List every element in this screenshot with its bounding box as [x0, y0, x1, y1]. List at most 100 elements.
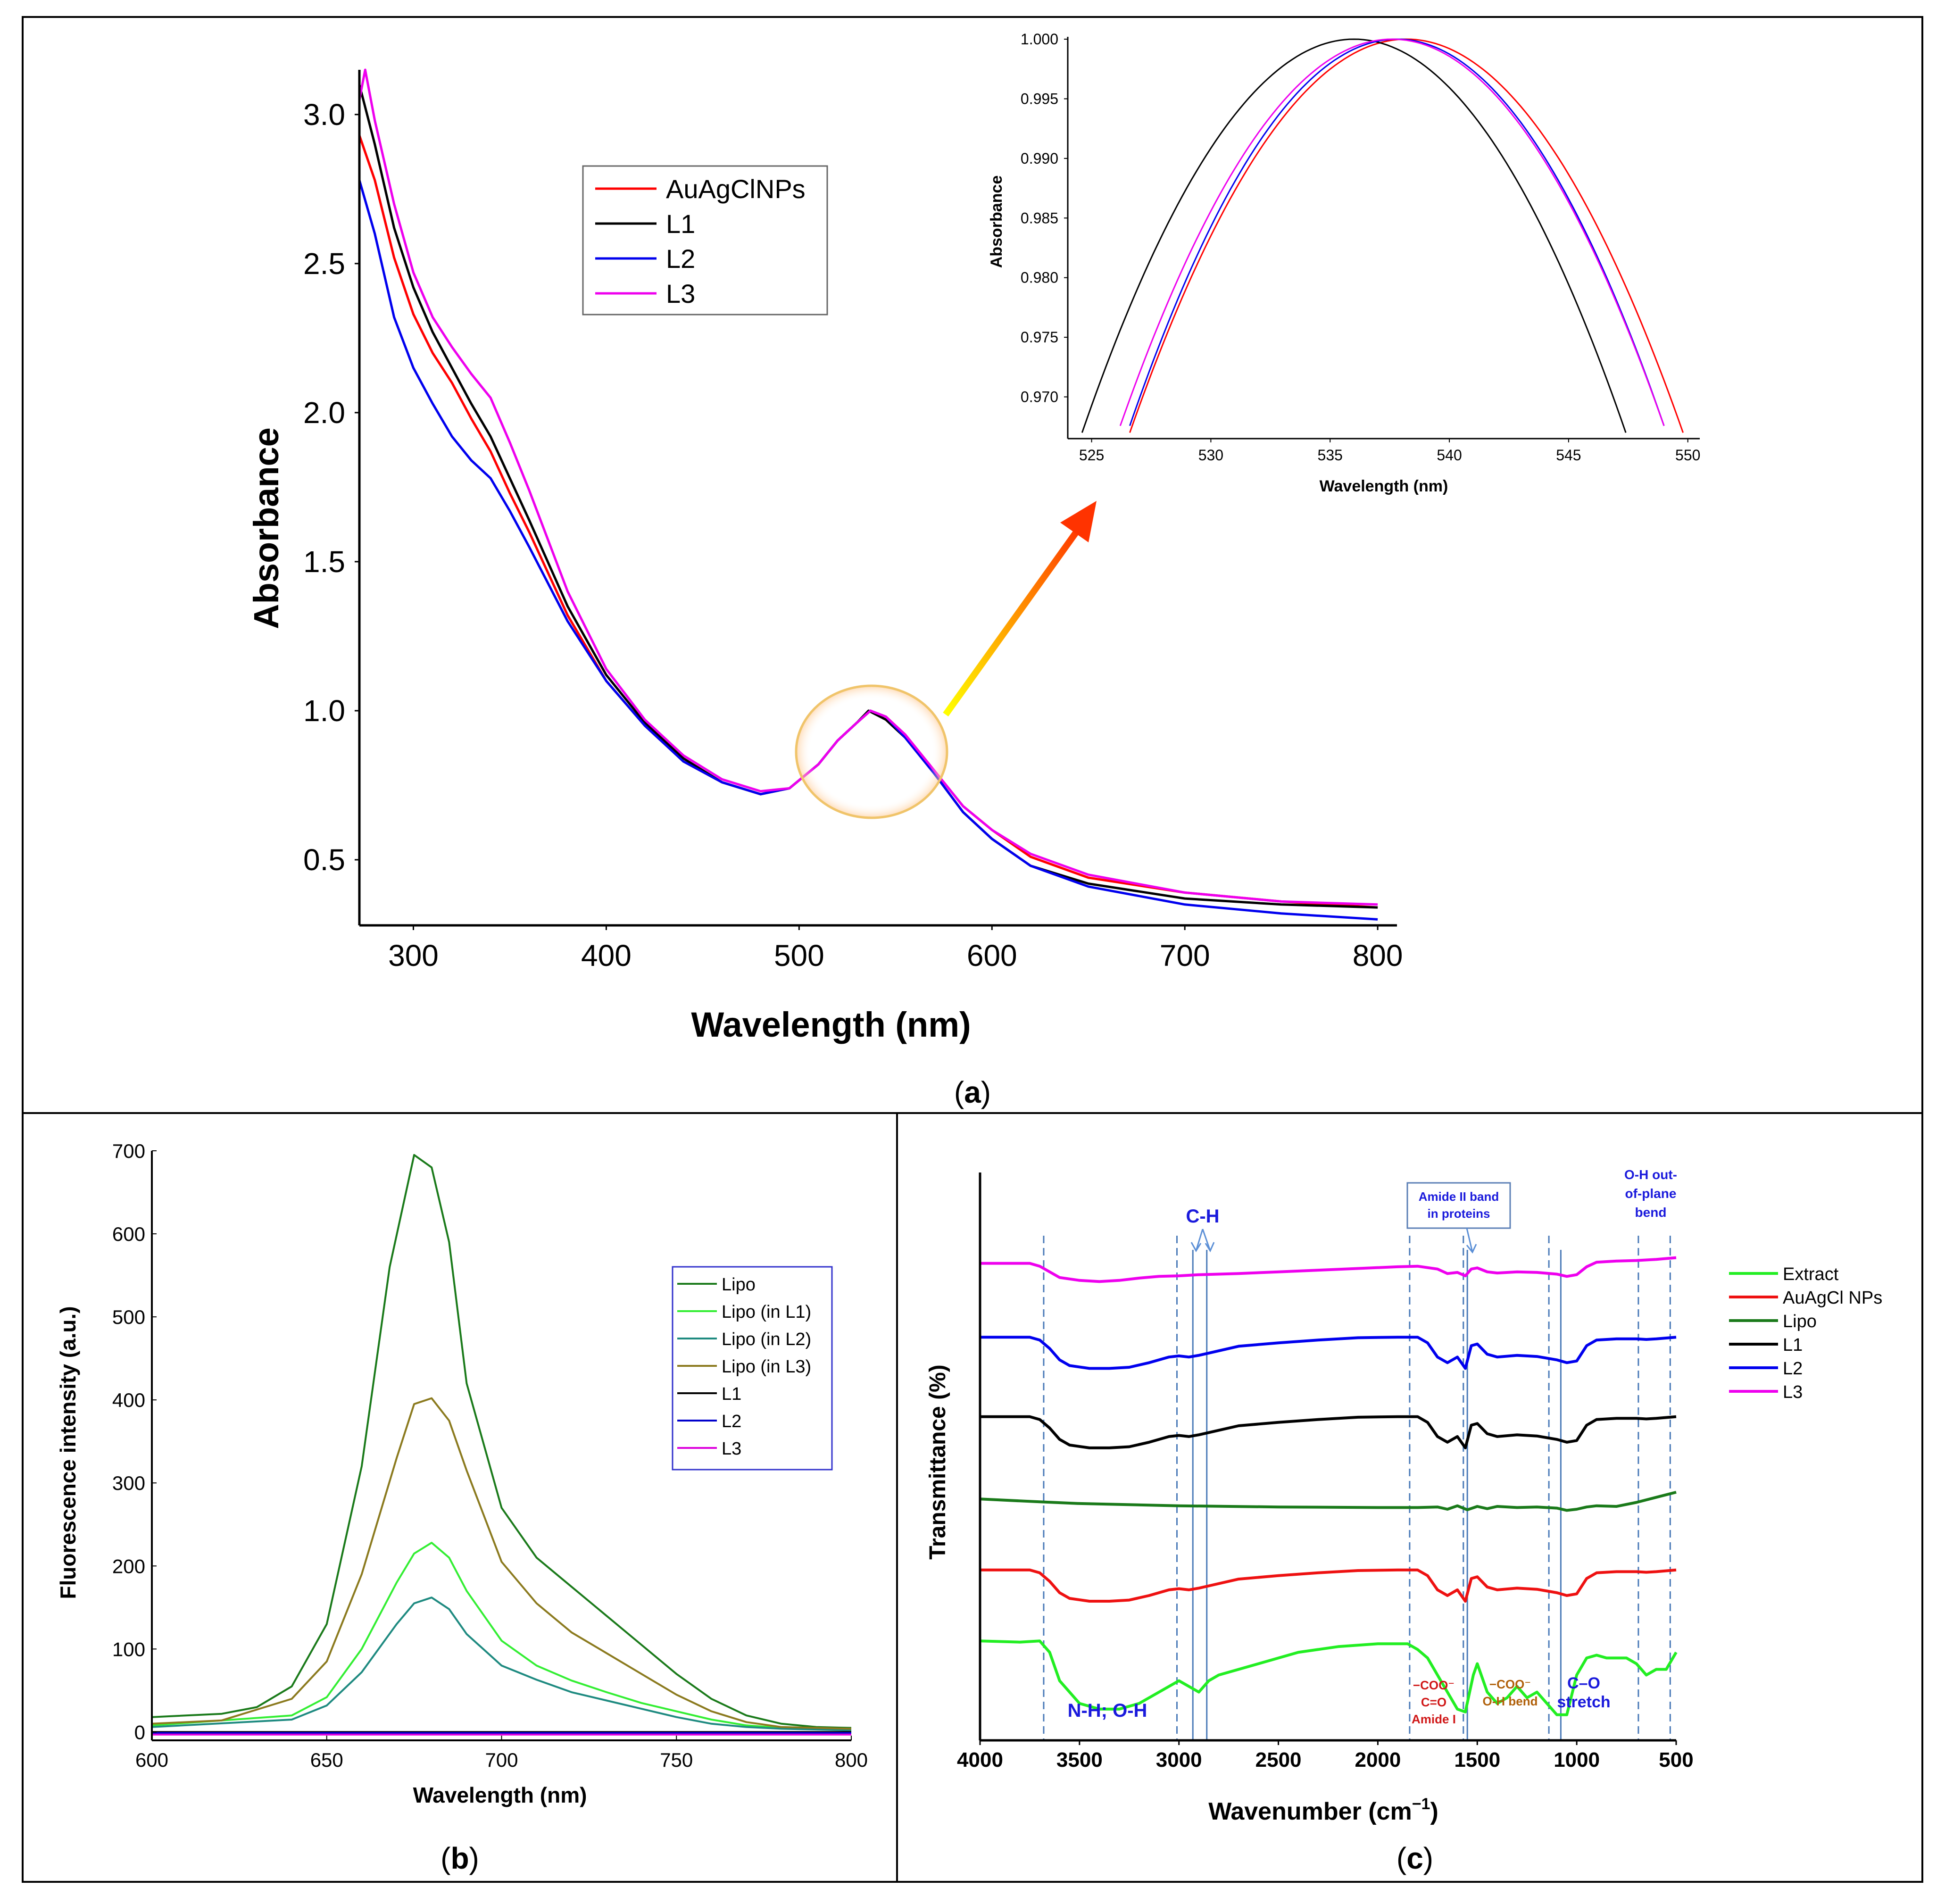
panel-b-x-label: Wavelength (nm) [413, 1783, 587, 1807]
panel-a-legend-items: AuAgClNPs L1 L2 L3 [595, 174, 806, 308]
b-y-tick-label: 500 [112, 1306, 145, 1328]
inset-x-tick-label: 530 [1198, 447, 1223, 464]
annotation-amide2-line2: in proteins [1428, 1206, 1490, 1221]
panel-a-y-ticks: 0.5 1.0 1.5 2.0 2.5 3.0 [303, 98, 359, 877]
a-y-tick-label: 1.5 [303, 545, 345, 579]
inset-y-tick-label: 0.990 [1021, 150, 1058, 167]
a-legend-label: L2 [666, 244, 695, 274]
series-c-extract [980, 1639, 1678, 1716]
series-inset-l3 [1119, 38, 1665, 426]
b-legend-label: L3 [722, 1439, 741, 1459]
annotation-amide2-line1: Amide II band [1419, 1189, 1499, 1204]
inset-series [1081, 38, 1684, 433]
a-y-tick-label: 3.0 [303, 98, 345, 132]
inset-y-tick-label: 0.980 [1021, 269, 1058, 286]
inset-x-ticks: 525 530 535 540 545 550 [1079, 439, 1700, 464]
c-x-tick-label: 1000 [1554, 1748, 1600, 1771]
panel-b-y-ticks: 0 100 200 300 400 500 600 700 [112, 1140, 157, 1743]
b-legend-label: Lipo (in L1) [722, 1302, 811, 1322]
b-legend-label: Lipo (in L3) [722, 1357, 811, 1377]
panel-c-y-label: Transmittance (%) [925, 1364, 950, 1559]
a-y-tick-label: 2.5 [303, 247, 345, 281]
panel-b-x-ticks: 600 650 700 750 800 [135, 1736, 868, 1771]
b-x-tick-label: 750 [660, 1749, 693, 1771]
panel-b-caption: (b) [441, 1841, 479, 1875]
b-y-tick-label: 0 [134, 1721, 145, 1743]
a-x-tick-label: 500 [774, 939, 824, 973]
annotation-coo-1: −COO⁻ [1413, 1678, 1455, 1692]
panel-a-legend [582, 165, 828, 316]
panel-c-x-ticks: 4000 3500 3000 2500 2000 1500 1000 500 [957, 1740, 1694, 1771]
b-y-tick-label: 200 [112, 1555, 145, 1577]
series-a-l2 [358, 180, 1378, 921]
b-legend-label: L1 [722, 1384, 741, 1404]
panel-b-legend-items: Lipo Lipo (in L1) Lipo (in L2) Lipo (in L3)… [677, 1275, 811, 1459]
a-legend-label: AuAgClNPs [666, 174, 806, 204]
c-legend-label: L2 [1783, 1359, 1803, 1379]
b-y-tick-label: 700 [112, 1140, 145, 1162]
annotation-co-stretch-2: stretch [1557, 1693, 1610, 1711]
a-x-tick-label: 400 [581, 939, 632, 973]
panel-b-series [151, 1154, 852, 1736]
zoom-arrow-icon [943, 501, 1097, 717]
annotation-oh-oop-2: of-plane [1625, 1186, 1677, 1201]
b-y-tick-label: 400 [112, 1389, 145, 1411]
inset-y-ticks: 0.970 0.975 0.980 0.985 0.990 0.995 1.000 [1021, 31, 1068, 406]
series-c-l1 [980, 1415, 1677, 1449]
inset-x-tick-label: 525 [1079, 447, 1104, 464]
b-y-tick-label: 300 [112, 1472, 145, 1494]
panel-b-y-label: Fluorescence intensity (a.u.) [56, 1306, 80, 1599]
panel-b-chart: 600 650 700 750 800 0 100 200 300 400 500 600 700 W… [56, 1140, 868, 1807]
panel-a-caption: (a) [954, 1075, 991, 1109]
inset-x-tick-label: 535 [1318, 447, 1343, 464]
c-x-tick-label: 3500 [1056, 1748, 1103, 1771]
inset-y-tick-label: 1.000 [1021, 31, 1058, 48]
annotation-amide2-box [1406, 1182, 1511, 1229]
annotation-c-h: C-H [1186, 1206, 1219, 1227]
panel-c-frame [896, 1112, 1923, 1883]
series-c-l2 [980, 1336, 1677, 1370]
series-c-l3 [980, 1256, 1677, 1283]
inset-y-tick-label: 0.995 [1021, 90, 1058, 107]
annotation-amide1: Amide I [1412, 1712, 1456, 1726]
b-legend-label: Lipo (in L2) [722, 1330, 811, 1349]
series-a-l3 [358, 68, 1378, 906]
panel-b-legend [672, 1266, 833, 1471]
inset-x-label: Wavelength (nm) [1320, 477, 1448, 495]
c-legend-label: Extract [1783, 1264, 1839, 1284]
annotation-c-o-double: C=O [1421, 1695, 1446, 1709]
a-y-tick-label: 0.5 [303, 843, 345, 877]
panel-c-caption: (c) [1396, 1841, 1433, 1875]
annotation-co-stretch-1: C–O [1567, 1674, 1600, 1692]
c-h-arrows-icon [1190, 1229, 1215, 1253]
b-x-tick-label: 800 [835, 1749, 868, 1771]
series-c-lipo [980, 1490, 1677, 1512]
a-legend-label: L3 [666, 279, 695, 308]
annotation-oh-bend: O-H bend [1483, 1694, 1538, 1708]
c-legend-label: L3 [1783, 1382, 1803, 1402]
annotation-oh-oop-3: bend [1635, 1205, 1667, 1220]
panel-c-chart: 4000 3500 3000 2500 2000 1500 1000 500 Wavenumb… [925, 1167, 1882, 1825]
panel-c-legend-items: Extract AuAgCl NPs Lipo L1 L2 L3 [1729, 1264, 1882, 1402]
inset-x-tick-label: 540 [1437, 447, 1462, 464]
c-x-tick-label: 2500 [1255, 1748, 1302, 1771]
a-y-tick-label: 1.0 [303, 694, 345, 728]
peak-highlight-circle [795, 684, 948, 819]
series-inset-l1 [1081, 38, 1627, 433]
c-x-tick-label: 3000 [1156, 1748, 1202, 1771]
b-x-tick-label: 700 [485, 1749, 518, 1771]
a-y-tick-label: 2.0 [303, 396, 345, 430]
annotation-nh-oh: N-H; O-H [1068, 1700, 1147, 1721]
panel-c-series [980, 1256, 1678, 1716]
series-b-lipo-in-l3 [151, 1397, 852, 1730]
a-legend-label: L1 [666, 209, 695, 239]
inset-y-tick-label: 0.985 [1021, 209, 1058, 226]
c-x-tick-label: 500 [1659, 1748, 1693, 1771]
b-x-tick-label: 650 [310, 1749, 343, 1771]
panel-a-y-label: Absorbance [247, 427, 286, 629]
a-x-tick-label: 700 [1160, 939, 1210, 973]
a-x-tick-label: 800 [1353, 939, 1403, 973]
panel-a-inset: 525 530 535 540 545 550 0.9700.9750.9800.9850… [988, 31, 1700, 495]
